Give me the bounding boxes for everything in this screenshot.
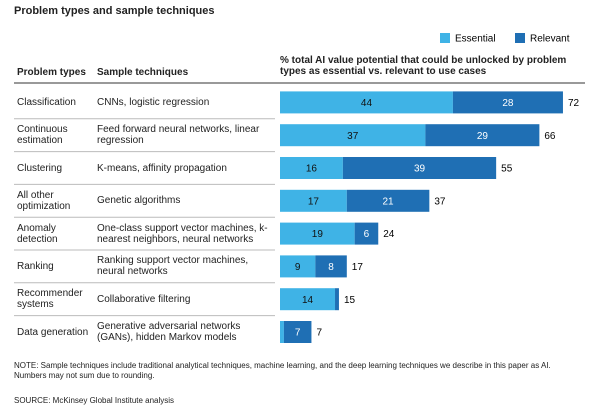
bar-segment bbox=[280, 189, 347, 212]
technique-label: K-means, affinity propagation bbox=[97, 162, 227, 174]
bar-segment bbox=[280, 288, 336, 311]
data-label: 9 bbox=[295, 262, 301, 273]
data-label: 29 bbox=[477, 131, 489, 142]
legend-swatch bbox=[515, 33, 525, 43]
bar-segment bbox=[280, 321, 284, 343]
note: NOTE: Sample techniques include traditio… bbox=[14, 361, 551, 380]
data-label: 28 bbox=[502, 98, 514, 109]
category-label: Anomaly detection bbox=[17, 222, 58, 245]
category-label: Ranking bbox=[17, 260, 54, 272]
data-label: 44 bbox=[361, 98, 373, 109]
total-label: 7 bbox=[316, 328, 322, 339]
category-label: All other optimization bbox=[17, 189, 71, 212]
category-label: Classification bbox=[17, 96, 76, 108]
data-label: 16 bbox=[306, 164, 318, 175]
technique-label: Genetic algorithms bbox=[97, 195, 181, 207]
data-label: 17 bbox=[308, 196, 320, 207]
technique-label: Collaborative filtering bbox=[97, 293, 191, 305]
total-label: 66 bbox=[544, 131, 556, 142]
bar-segment bbox=[280, 157, 343, 179]
category-label: Continuous estimation bbox=[17, 124, 68, 147]
technique-label: One-class support vector machines, k-nea… bbox=[97, 222, 268, 245]
bar-segment bbox=[283, 321, 312, 343]
data-label: 37 bbox=[347, 131, 359, 142]
total-label: 17 bbox=[352, 262, 364, 273]
total-label: 15 bbox=[344, 295, 356, 306]
technique-label: Generative adversarial networks (GANs), … bbox=[97, 321, 241, 343]
bar-segment bbox=[354, 222, 379, 245]
total-label: 37 bbox=[434, 196, 446, 207]
data-label: 8 bbox=[328, 262, 334, 273]
data-label: 21 bbox=[383, 196, 395, 207]
column-header: Problem types bbox=[17, 67, 86, 78]
bar-segment bbox=[335, 288, 339, 311]
total-label: 55 bbox=[501, 164, 513, 175]
source: SOURCE: McKinsey Global Institute analys… bbox=[14, 396, 175, 405]
bar-segment bbox=[452, 91, 563, 114]
data-label: 6 bbox=[364, 229, 370, 240]
data-label: 7 bbox=[295, 328, 301, 339]
title: Problem types and sample techniques bbox=[14, 5, 215, 17]
bar-segment bbox=[280, 91, 453, 114]
category-label: Clustering bbox=[17, 162, 63, 174]
legend-label: Relevant bbox=[530, 34, 570, 45]
bar-segment bbox=[342, 157, 497, 179]
bar-segment bbox=[280, 255, 316, 278]
chart-header: % total AI value potential that could be… bbox=[280, 55, 567, 77]
data-label: 19 bbox=[312, 229, 324, 240]
bar-segment bbox=[280, 124, 426, 147]
bar-segment bbox=[346, 189, 430, 212]
category-label: Recommender systems bbox=[17, 288, 83, 311]
legend-label: Essential bbox=[455, 34, 496, 45]
category-label: Data generation bbox=[17, 326, 89, 338]
total-label: 24 bbox=[383, 229, 395, 240]
data-label: 14 bbox=[302, 295, 314, 306]
data-label: 39 bbox=[414, 164, 426, 175]
legend-swatch bbox=[440, 33, 450, 43]
technique-label: CNNs, logistic regression bbox=[97, 96, 210, 108]
technique-label: Feed forward neural networks, linear reg… bbox=[97, 124, 260, 147]
technique-label: Ranking support vector machines, neural … bbox=[97, 255, 249, 278]
bar-segment bbox=[425, 124, 540, 147]
column-header: Sample techniques bbox=[97, 67, 189, 78]
total-label: 72 bbox=[568, 98, 580, 109]
bar-segment bbox=[280, 222, 355, 245]
bar-segment bbox=[315, 255, 347, 278]
